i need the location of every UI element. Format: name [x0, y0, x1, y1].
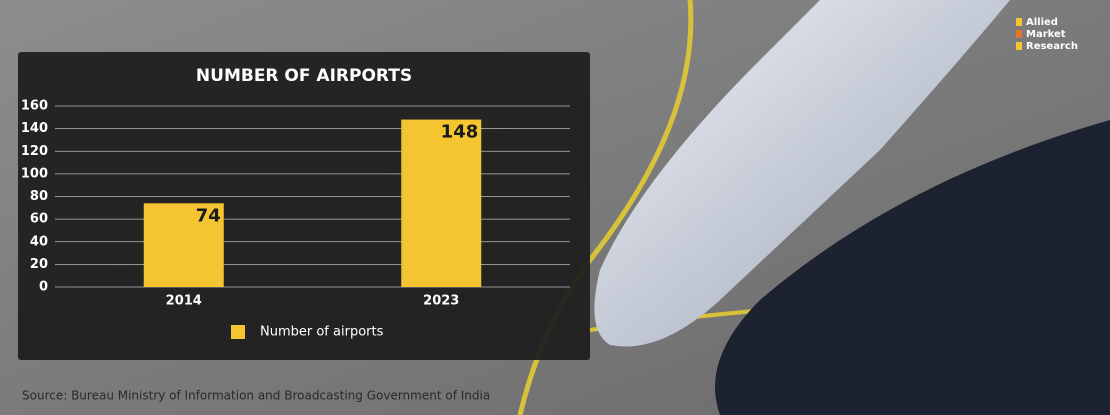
- value-label: 148: [441, 122, 479, 143]
- logo-block: [1016, 18, 1022, 26]
- chart-panel: [18, 52, 590, 360]
- chart-title: NUMBER OF AIRPORTS: [196, 66, 412, 86]
- value-label: 74: [196, 205, 221, 226]
- y-tick-label: 40: [30, 234, 48, 249]
- source-note: Source: Bureau Ministry of Information a…: [22, 389, 490, 403]
- legend-label: Number of airports: [260, 325, 384, 340]
- logo-text: Research: [1026, 41, 1078, 52]
- y-tick-label: 140: [21, 121, 48, 136]
- y-tick-label: 0: [39, 280, 48, 295]
- y-tick-label: 120: [21, 144, 48, 159]
- x-tick-label: 2014: [166, 294, 202, 309]
- y-tick-label: 80: [30, 189, 48, 204]
- logo-text: Allied: [1026, 17, 1058, 28]
- y-tick-label: 160: [21, 99, 48, 114]
- bar: [401, 119, 482, 287]
- logo-text: Market: [1026, 29, 1066, 40]
- y-tick-label: 20: [30, 257, 48, 272]
- logo-block: [1016, 30, 1022, 38]
- x-tick-label: 2023: [423, 294, 459, 309]
- logo-block: [1016, 42, 1022, 50]
- plane-shadow: [715, 120, 1110, 415]
- logo: Allied Market Research: [1016, 17, 1078, 52]
- bar: [143, 203, 224, 287]
- legend-swatch: [231, 325, 245, 339]
- y-tick-label: 60: [30, 212, 48, 227]
- y-tick-label: 100: [21, 166, 48, 181]
- plane: [594, 0, 1010, 347]
